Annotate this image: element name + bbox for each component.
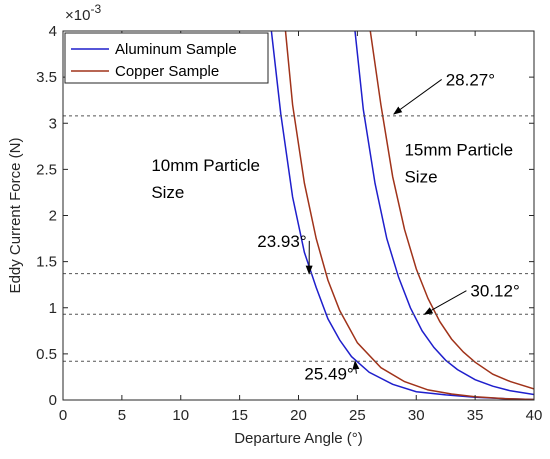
group-label-line: Size — [151, 183, 184, 202]
annotation-label: 28.27° — [446, 70, 495, 89]
annotation-label: 25.49° — [304, 365, 353, 384]
annotation-arrow — [393, 79, 442, 115]
exponent-base: ×10 — [65, 7, 90, 24]
y-tick-label: 3 — [49, 115, 57, 132]
y-tick-label: 3.5 — [36, 69, 57, 86]
exponent-power: -3 — [90, 2, 101, 16]
series-line-aluminum-10mm — [270, 31, 534, 400]
y-tick-label: 1.5 — [36, 254, 57, 271]
annotation-arrow — [352, 360, 360, 374]
y-tick-label: 1 — [49, 300, 57, 317]
x-tick-label: 40 — [526, 407, 543, 424]
legend-label: Copper Sample — [115, 63, 219, 80]
y-tick-label: 2.5 — [36, 161, 57, 178]
legend-label: Aluminum Sample — [115, 41, 237, 58]
group-label-line: 10mm Particle — [151, 156, 260, 175]
annotation-label: 23.93° — [257, 232, 306, 251]
series-line-copper-15mm — [369, 31, 534, 390]
data-series-group — [270, 31, 534, 400]
x-tick-label: 20 — [290, 407, 307, 424]
annotations-group: 28.27° 23.93° 30.12° 25.49° 10mm Particle Siz… — [151, 70, 519, 383]
x-tick-label: 0 — [59, 407, 67, 424]
x-tick-label: 30 — [408, 407, 425, 424]
y-tick-label: 4 — [49, 23, 57, 40]
y-tick-label: 0.5 — [36, 346, 57, 363]
legend-box — [64, 32, 269, 84]
group-label-line: Size — [404, 168, 437, 187]
series-line-aluminum-15mm — [354, 31, 534, 396]
x-tick-label: 5 — [118, 407, 126, 424]
legend: Aluminum Sample Copper Sample — [64, 32, 269, 84]
y-tick-label: 0 — [49, 392, 57, 409]
x-tick-label: 25 — [349, 407, 366, 424]
x-tick-label: 15 — [231, 407, 248, 424]
axes-group: 0 5 10 15 20 25 30 35 40 0 0.5 1 1.5 2 2.5 3 3.5 4 ×10-3 De… — [7, 2, 542, 447]
annotation-arrow — [423, 290, 467, 315]
series-line-copper-10mm — [284, 31, 534, 400]
annotation-label: 30.12° — [470, 282, 519, 301]
x-tick-label: 10 — [172, 407, 189, 424]
x-tick-label: 35 — [467, 407, 484, 424]
y-axis-exponent: ×10-3 — [65, 2, 101, 24]
reference-lines-group — [63, 115, 534, 362]
x-axis-label: Departure Angle (°) — [234, 430, 363, 447]
y-tick-label: 2 — [49, 208, 57, 225]
group-label-line: 15mm Particle — [404, 141, 513, 160]
y-axis-label: Eddy Current Force (N) — [7, 138, 24, 294]
